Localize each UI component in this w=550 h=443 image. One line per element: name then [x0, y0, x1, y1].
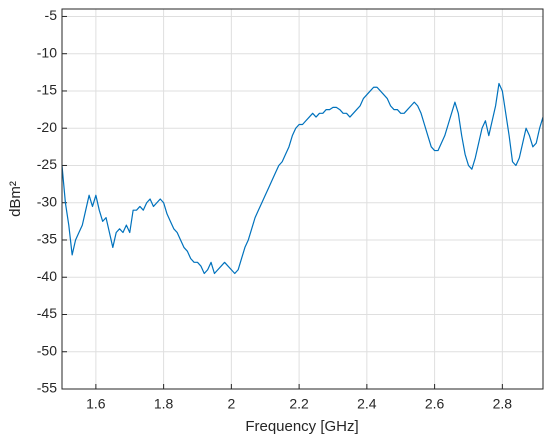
x-tick-label: 2.2	[289, 396, 309, 412]
y-tick-label: -50	[37, 342, 57, 358]
y-tick-label: -40	[37, 268, 57, 284]
y-tick-label: -5	[45, 7, 58, 23]
x-tick-label: 2.8	[493, 396, 513, 412]
data-line	[62, 82, 543, 275]
x-tick-label: 2.6	[425, 396, 445, 412]
x-tick-label: 1.8	[154, 396, 174, 412]
y-tick-label: -35	[37, 231, 57, 247]
plot-frame	[61, 8, 544, 390]
y-tick-label: -20	[37, 119, 57, 135]
x-tick-label: 2.4	[357, 396, 377, 412]
y-tick-label: -30	[37, 193, 57, 209]
y-tick-label: -15	[37, 82, 57, 98]
y-tick-label: -55	[37, 380, 57, 396]
x-axis-label: Frequency [GHz]	[245, 418, 358, 435]
y-axis-label: dBm²	[7, 181, 24, 217]
y-tick-label: -10	[37, 44, 57, 60]
x-tick-label: 2	[227, 396, 235, 412]
y-tick-label: -25	[37, 156, 57, 172]
y-tick-label: -45	[37, 305, 57, 321]
x-tick-label: 1.6	[86, 396, 106, 412]
